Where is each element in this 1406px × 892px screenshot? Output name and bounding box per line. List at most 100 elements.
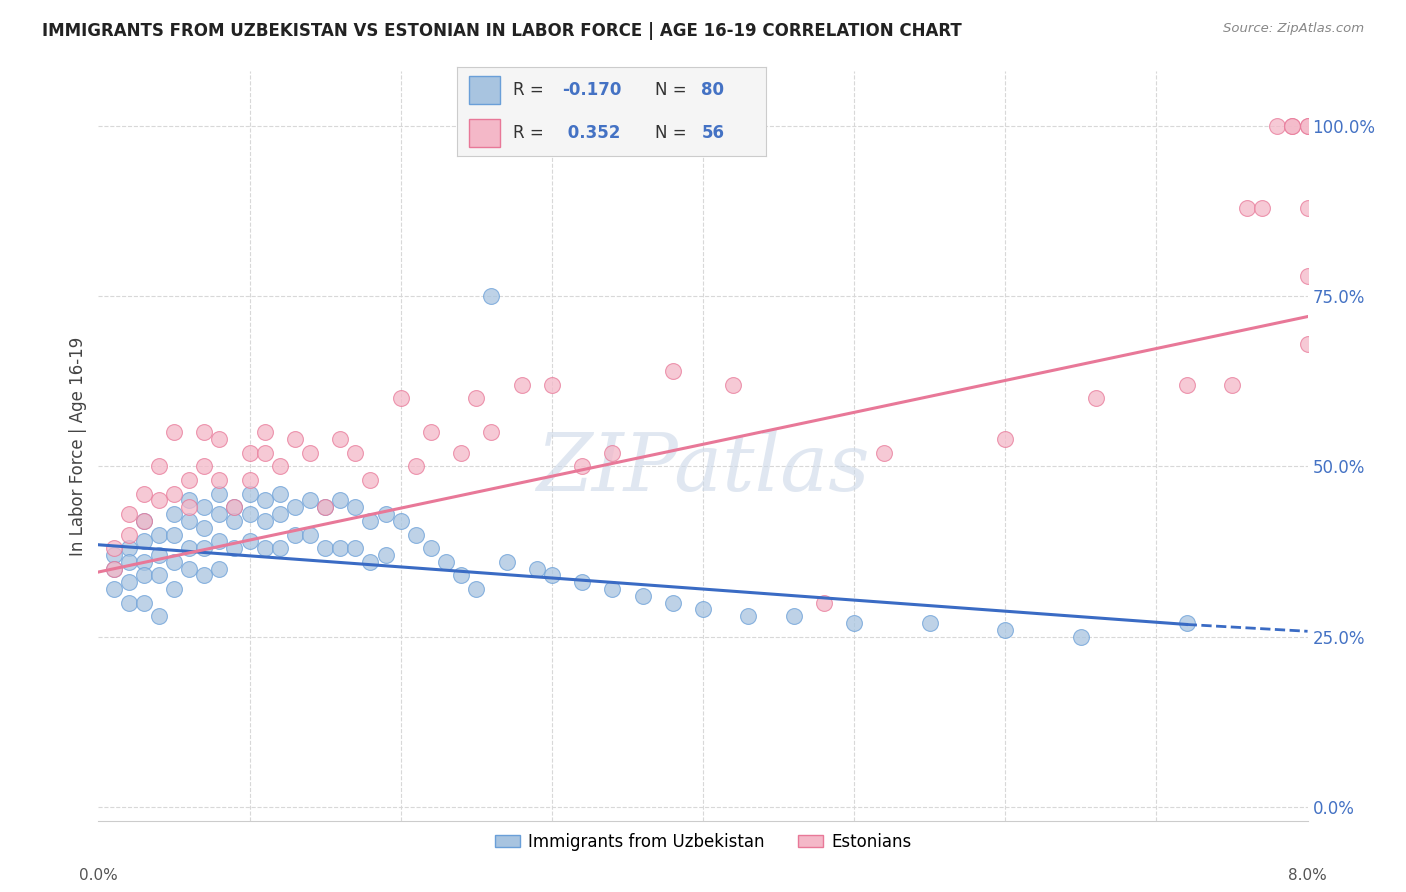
Point	[208, 534, 231, 549]
Point	[224, 500, 246, 515]
Point	[405, 459, 427, 474]
Point	[329, 432, 352, 446]
Point	[602, 446, 624, 460]
Text: -0.170: -0.170	[562, 81, 621, 99]
Point	[994, 432, 1017, 446]
Point	[193, 459, 215, 474]
Point	[118, 575, 141, 590]
Point	[1175, 377, 1198, 392]
Point	[1281, 119, 1303, 133]
Point	[918, 616, 941, 631]
Point	[132, 534, 155, 549]
Point	[284, 500, 307, 515]
Point	[844, 616, 866, 631]
Point	[1236, 201, 1258, 215]
Point	[118, 507, 141, 521]
Point	[179, 541, 201, 556]
Point	[132, 555, 155, 569]
Point	[163, 486, 186, 500]
Point	[1296, 119, 1319, 133]
Point	[193, 425, 215, 440]
Point	[269, 486, 291, 500]
Point	[405, 527, 427, 541]
Point	[813, 596, 835, 610]
Point	[193, 568, 215, 582]
Bar	[470, 119, 501, 147]
Point	[873, 446, 896, 460]
Point	[314, 541, 336, 556]
Point	[208, 507, 231, 521]
Point	[299, 493, 322, 508]
Text: R =: R =	[513, 81, 548, 99]
Point	[269, 507, 291, 521]
Point	[163, 507, 186, 521]
Point	[1175, 616, 1198, 631]
Point	[179, 493, 201, 508]
Point	[193, 500, 215, 515]
Point	[224, 514, 246, 528]
Point	[132, 514, 155, 528]
Point	[661, 364, 683, 378]
Point	[118, 596, 141, 610]
Point	[1267, 119, 1289, 133]
Point	[253, 514, 276, 528]
Point	[540, 377, 562, 392]
Point	[571, 575, 593, 590]
Text: Source: ZipAtlas.com: Source: ZipAtlas.com	[1223, 22, 1364, 36]
Point	[526, 561, 548, 575]
Text: 0.0%: 0.0%	[79, 868, 118, 883]
Point	[239, 446, 262, 460]
Text: R =: R =	[513, 124, 548, 142]
Point	[224, 500, 246, 515]
Point	[389, 514, 412, 528]
Text: N =: N =	[655, 81, 692, 99]
Text: IMMIGRANTS FROM UZBEKISTAN VS ESTONIAN IN LABOR FORCE | AGE 16-19 CORRELATION CH: IMMIGRANTS FROM UZBEKISTAN VS ESTONIAN I…	[42, 22, 962, 40]
Point	[1070, 630, 1092, 644]
Point	[253, 425, 276, 440]
Point	[163, 555, 186, 569]
Point	[148, 609, 170, 624]
Point	[253, 541, 276, 556]
Point	[344, 541, 367, 556]
Point	[148, 527, 170, 541]
Text: 80: 80	[702, 81, 724, 99]
Point	[148, 568, 170, 582]
Bar	[470, 76, 501, 104]
Text: 8.0%: 8.0%	[1288, 868, 1327, 883]
Text: N =: N =	[655, 124, 692, 142]
Point	[208, 561, 231, 575]
Point	[602, 582, 624, 596]
Point	[118, 541, 141, 556]
Point	[1085, 392, 1108, 406]
Point	[360, 514, 382, 528]
Point	[420, 541, 443, 556]
Point	[540, 568, 562, 582]
Point	[450, 446, 472, 460]
Point	[193, 541, 215, 556]
Point	[1296, 268, 1319, 283]
Point	[783, 609, 806, 624]
Point	[179, 514, 201, 528]
Point	[239, 473, 262, 487]
Point	[465, 392, 488, 406]
Point	[1251, 201, 1274, 215]
Point	[314, 500, 336, 515]
Point	[1296, 119, 1319, 133]
Point	[495, 555, 517, 569]
Point	[208, 432, 231, 446]
Point	[269, 541, 291, 556]
Point	[118, 527, 141, 541]
Point	[208, 486, 231, 500]
Point	[360, 473, 382, 487]
Point	[239, 507, 262, 521]
Point	[1281, 119, 1303, 133]
Point	[193, 521, 215, 535]
Point	[434, 555, 457, 569]
Point	[179, 500, 201, 515]
Point	[465, 582, 488, 596]
Point	[329, 493, 352, 508]
Point	[571, 459, 593, 474]
Point	[103, 582, 125, 596]
Point	[284, 527, 307, 541]
Text: 56: 56	[702, 124, 724, 142]
